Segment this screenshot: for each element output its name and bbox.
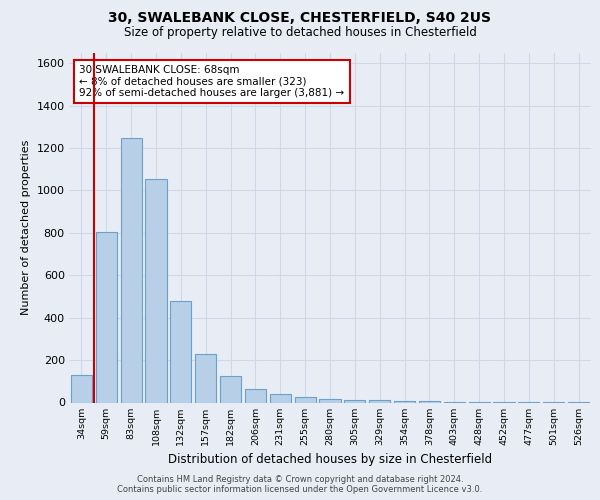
Bar — [295, 396, 316, 402]
Bar — [270, 394, 291, 402]
Bar — [220, 376, 241, 402]
Bar — [96, 232, 117, 402]
Bar — [170, 300, 191, 402]
Bar — [145, 178, 167, 402]
Bar — [121, 138, 142, 402]
Y-axis label: Number of detached properties: Number of detached properties — [21, 140, 31, 315]
Bar — [245, 388, 266, 402]
Bar — [394, 401, 415, 402]
Bar — [195, 354, 216, 403]
X-axis label: Distribution of detached houses by size in Chesterfield: Distribution of detached houses by size … — [168, 454, 492, 466]
Text: 30 SWALEBANK CLOSE: 68sqm
← 8% of detached houses are smaller (323)
92% of semi-: 30 SWALEBANK CLOSE: 68sqm ← 8% of detach… — [79, 64, 344, 98]
Text: 30, SWALEBANK CLOSE, CHESTERFIELD, S40 2US: 30, SWALEBANK CLOSE, CHESTERFIELD, S40 2… — [109, 11, 491, 25]
Bar — [369, 400, 390, 402]
Bar — [319, 399, 341, 402]
Text: Contains HM Land Registry data © Crown copyright and database right 2024.
Contai: Contains HM Land Registry data © Crown c… — [118, 474, 482, 494]
Text: Size of property relative to detached houses in Chesterfield: Size of property relative to detached ho… — [124, 26, 476, 39]
Bar — [71, 375, 92, 402]
Bar — [344, 400, 365, 402]
